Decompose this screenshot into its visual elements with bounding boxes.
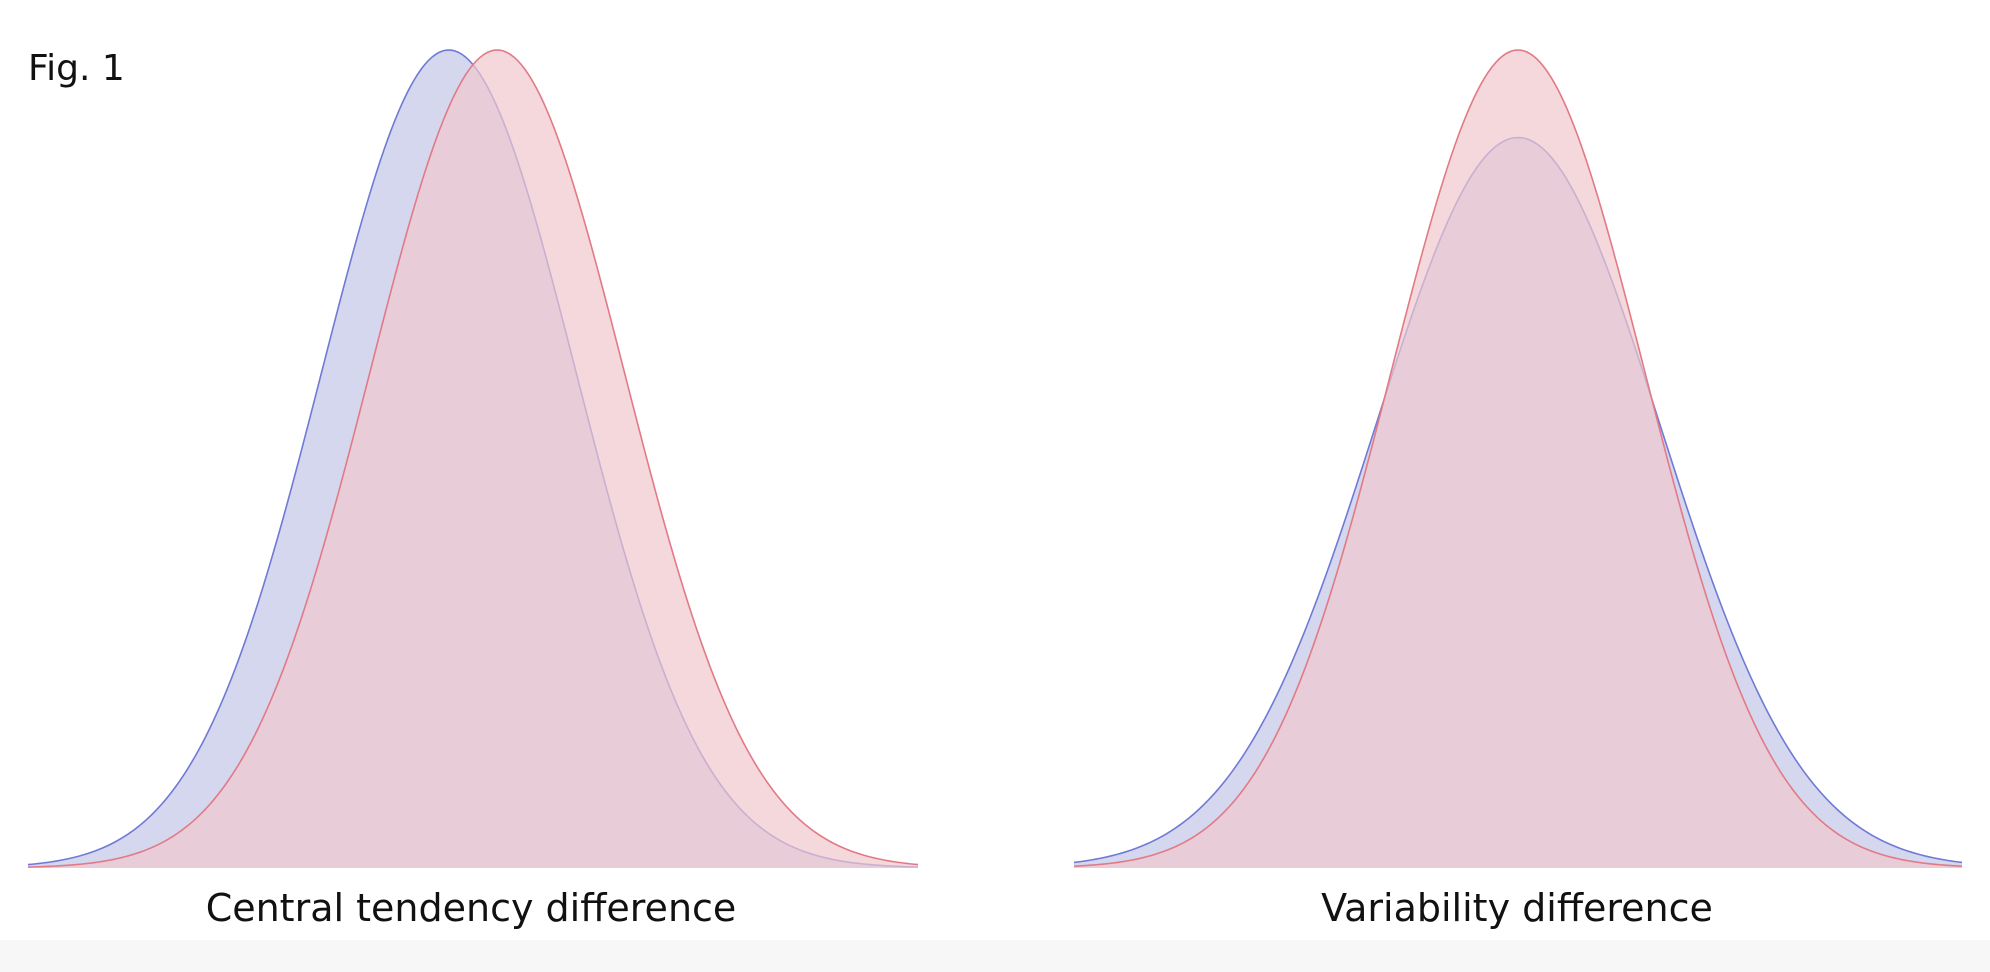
variability-red-curve bbox=[1073, 49, 1963, 868]
chart-panel-variability: Variability difference bbox=[1073, 49, 1963, 930]
variability-series-group bbox=[1073, 49, 1963, 868]
central-tendency-red-area bbox=[28, 50, 918, 868]
central-tendency-series-group bbox=[27, 49, 919, 868]
variability-red-area bbox=[1074, 50, 1962, 868]
central-tendency-title: Central tendency difference bbox=[206, 886, 737, 930]
figure-label: Fig. 1 bbox=[28, 48, 125, 89]
variability-title: Variability difference bbox=[1321, 886, 1713, 930]
bottom-strip bbox=[0, 940, 1990, 972]
central-tendency-red-curve bbox=[27, 49, 919, 868]
chart-panel-central-tendency: Central tendency difference bbox=[27, 49, 919, 930]
